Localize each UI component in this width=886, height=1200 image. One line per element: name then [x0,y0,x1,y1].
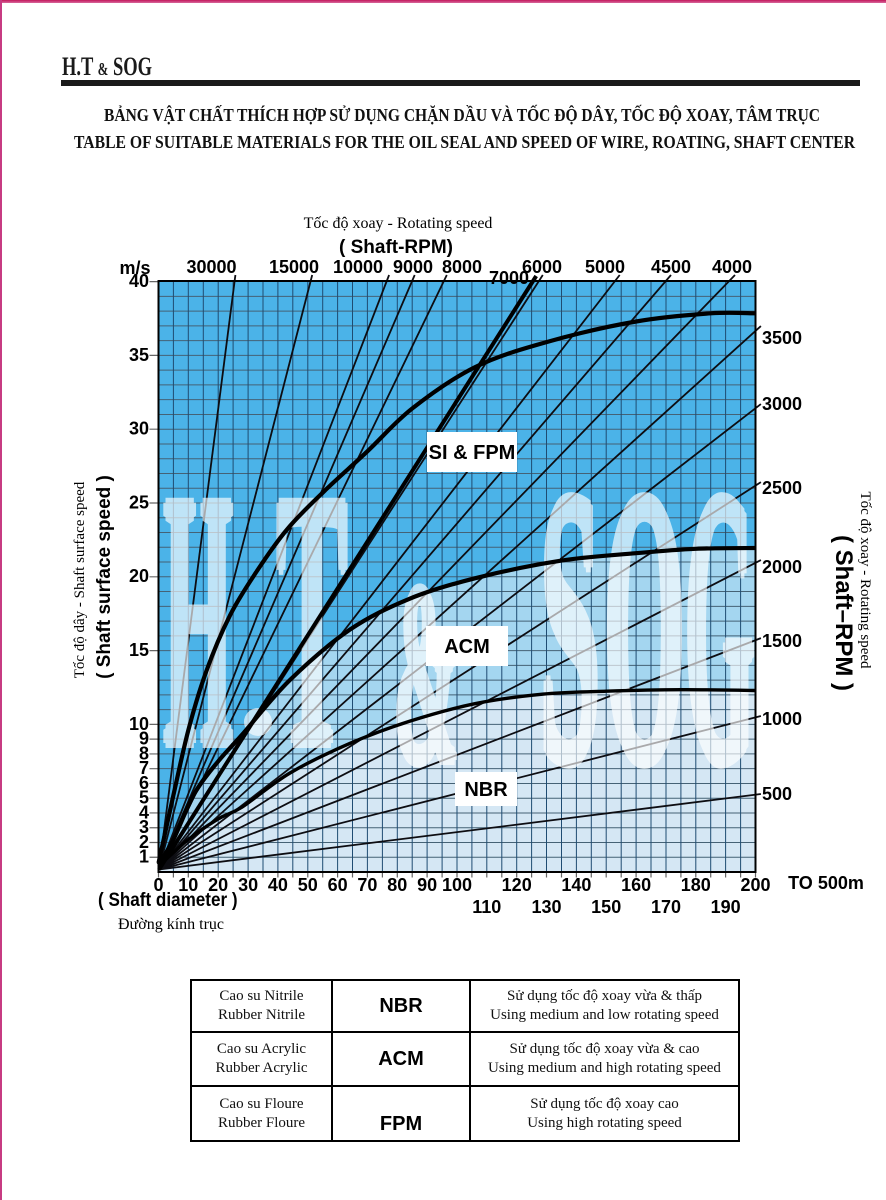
svg-text:( Shaft-RPM): ( Shaft-RPM) [339,237,453,258]
svg-text:30000: 30000 [186,257,236,277]
svg-text:3500: 3500 [762,328,802,348]
svg-text:15: 15 [129,640,149,660]
svg-text:60: 60 [328,875,348,895]
svg-text:G: G [685,403,754,842]
svg-text:O: O [604,406,685,847]
svg-text:&: & [394,531,458,817]
svg-text:2: 2 [139,832,149,852]
svg-text:Đường kính trục: Đường kính trục [118,916,224,933]
svg-text:G: G [685,408,754,847]
svg-text:15000: 15000 [269,257,319,277]
svg-text:1000: 1000 [762,709,802,729]
svg-text:20: 20 [129,566,149,586]
svg-text:6000: 6000 [522,257,562,277]
svg-text:6: 6 [139,773,149,793]
svg-text:140: 140 [561,875,591,895]
svg-text:S: S [538,407,598,846]
svg-text:9: 9 [139,729,149,749]
svg-text:T: T [279,417,349,824]
svg-text:3: 3 [139,817,149,837]
svg-text:5000: 5000 [585,257,625,277]
svg-text:S: S [540,402,600,841]
svg-text:T: T [277,422,347,829]
svg-text:190: 190 [711,897,741,917]
svg-text:10000: 10000 [333,257,383,277]
svg-text:25: 25 [129,492,149,512]
svg-text:0: 0 [153,875,163,895]
svg-text:200: 200 [740,875,770,895]
svg-text:H: H [162,416,231,823]
svg-text:7: 7 [139,758,149,778]
svg-text:100: 100 [442,875,472,895]
svg-text:G: G [687,408,756,847]
svg-text:3000: 3000 [762,394,802,414]
svg-text:Tốc độ xoay - Rotating speed: Tốc độ xoay - Rotating speed [304,215,493,232]
svg-text:G: G [685,413,754,852]
svg-text:130: 130 [531,897,561,917]
svg-text:2500: 2500 [762,478,802,498]
svg-text:30: 30 [129,419,149,439]
svg-text:O: O [604,411,685,852]
svg-text:( Shaft–RPM ): ( Shaft–RPM ) [830,535,857,691]
svg-text:&: & [396,531,460,817]
svg-text:110: 110 [472,897,501,917]
svg-text:SI & FPM: SI & FPM [429,442,516,464]
svg-text:Tốc độ xoay - Rotating speed: Tốc độ xoay - Rotating speed [857,491,873,669]
svg-text:7000: 7000 [489,268,529,288]
svg-text:40: 40 [268,875,288,895]
svg-text:S: S [542,407,602,846]
svg-text:20: 20 [208,875,228,895]
svg-text:2000: 2000 [762,557,802,577]
svg-text:40: 40 [129,271,149,291]
svg-text:170: 170 [651,897,681,917]
svg-text:90: 90 [417,875,437,895]
svg-text:NBR: NBR [464,779,508,801]
svg-text:&: & [394,536,458,822]
svg-text:O: O [606,406,687,847]
svg-text:( Shaft diameter ): ( Shaft diameter ) [98,889,238,910]
svg-text:8: 8 [139,743,149,763]
svg-text:8000: 8000 [442,257,482,277]
svg-text:120: 120 [502,875,532,895]
svg-text:G: G [683,408,752,847]
svg-text:O: O [604,401,685,842]
svg-text:O: O [602,406,683,847]
svg-text:Tốc độ dây - Shaft surface spe: Tốc độ dây - Shaft surface speed [72,481,88,678]
svg-text:m/s: m/s [119,258,150,278]
svg-text:4000: 4000 [712,257,752,277]
svg-text:S: S [540,412,600,851]
svg-text:T: T [277,417,347,824]
svg-text:30: 30 [238,875,258,895]
svg-text:1500: 1500 [762,631,802,651]
svg-text:160: 160 [621,875,651,895]
svg-text:( Shaft surface speed ): ( Shaft surface speed ) [94,475,115,679]
svg-text:80: 80 [387,875,407,895]
svg-text:4: 4 [139,802,149,822]
svg-text:4500: 4500 [651,257,691,277]
svg-text:150: 150 [591,897,621,917]
svg-text:1: 1 [139,847,149,867]
svg-text:S: S [540,407,600,846]
svg-text:5: 5 [139,788,149,808]
svg-text:ACM: ACM [444,636,490,658]
svg-text:10: 10 [178,875,198,895]
svg-text:50: 50 [298,875,318,895]
svg-text:500: 500 [762,784,792,804]
svg-text:10: 10 [129,714,149,734]
svg-text:&: & [394,526,458,812]
svg-text:9000: 9000 [393,257,433,277]
svg-text:H: H [164,411,233,818]
svg-text:35: 35 [129,345,149,365]
svg-text:70: 70 [357,875,377,895]
svg-text:180: 180 [681,875,711,895]
svg-text:&: & [392,531,456,817]
svg-text:TO 500m: TO 500m [788,873,864,893]
